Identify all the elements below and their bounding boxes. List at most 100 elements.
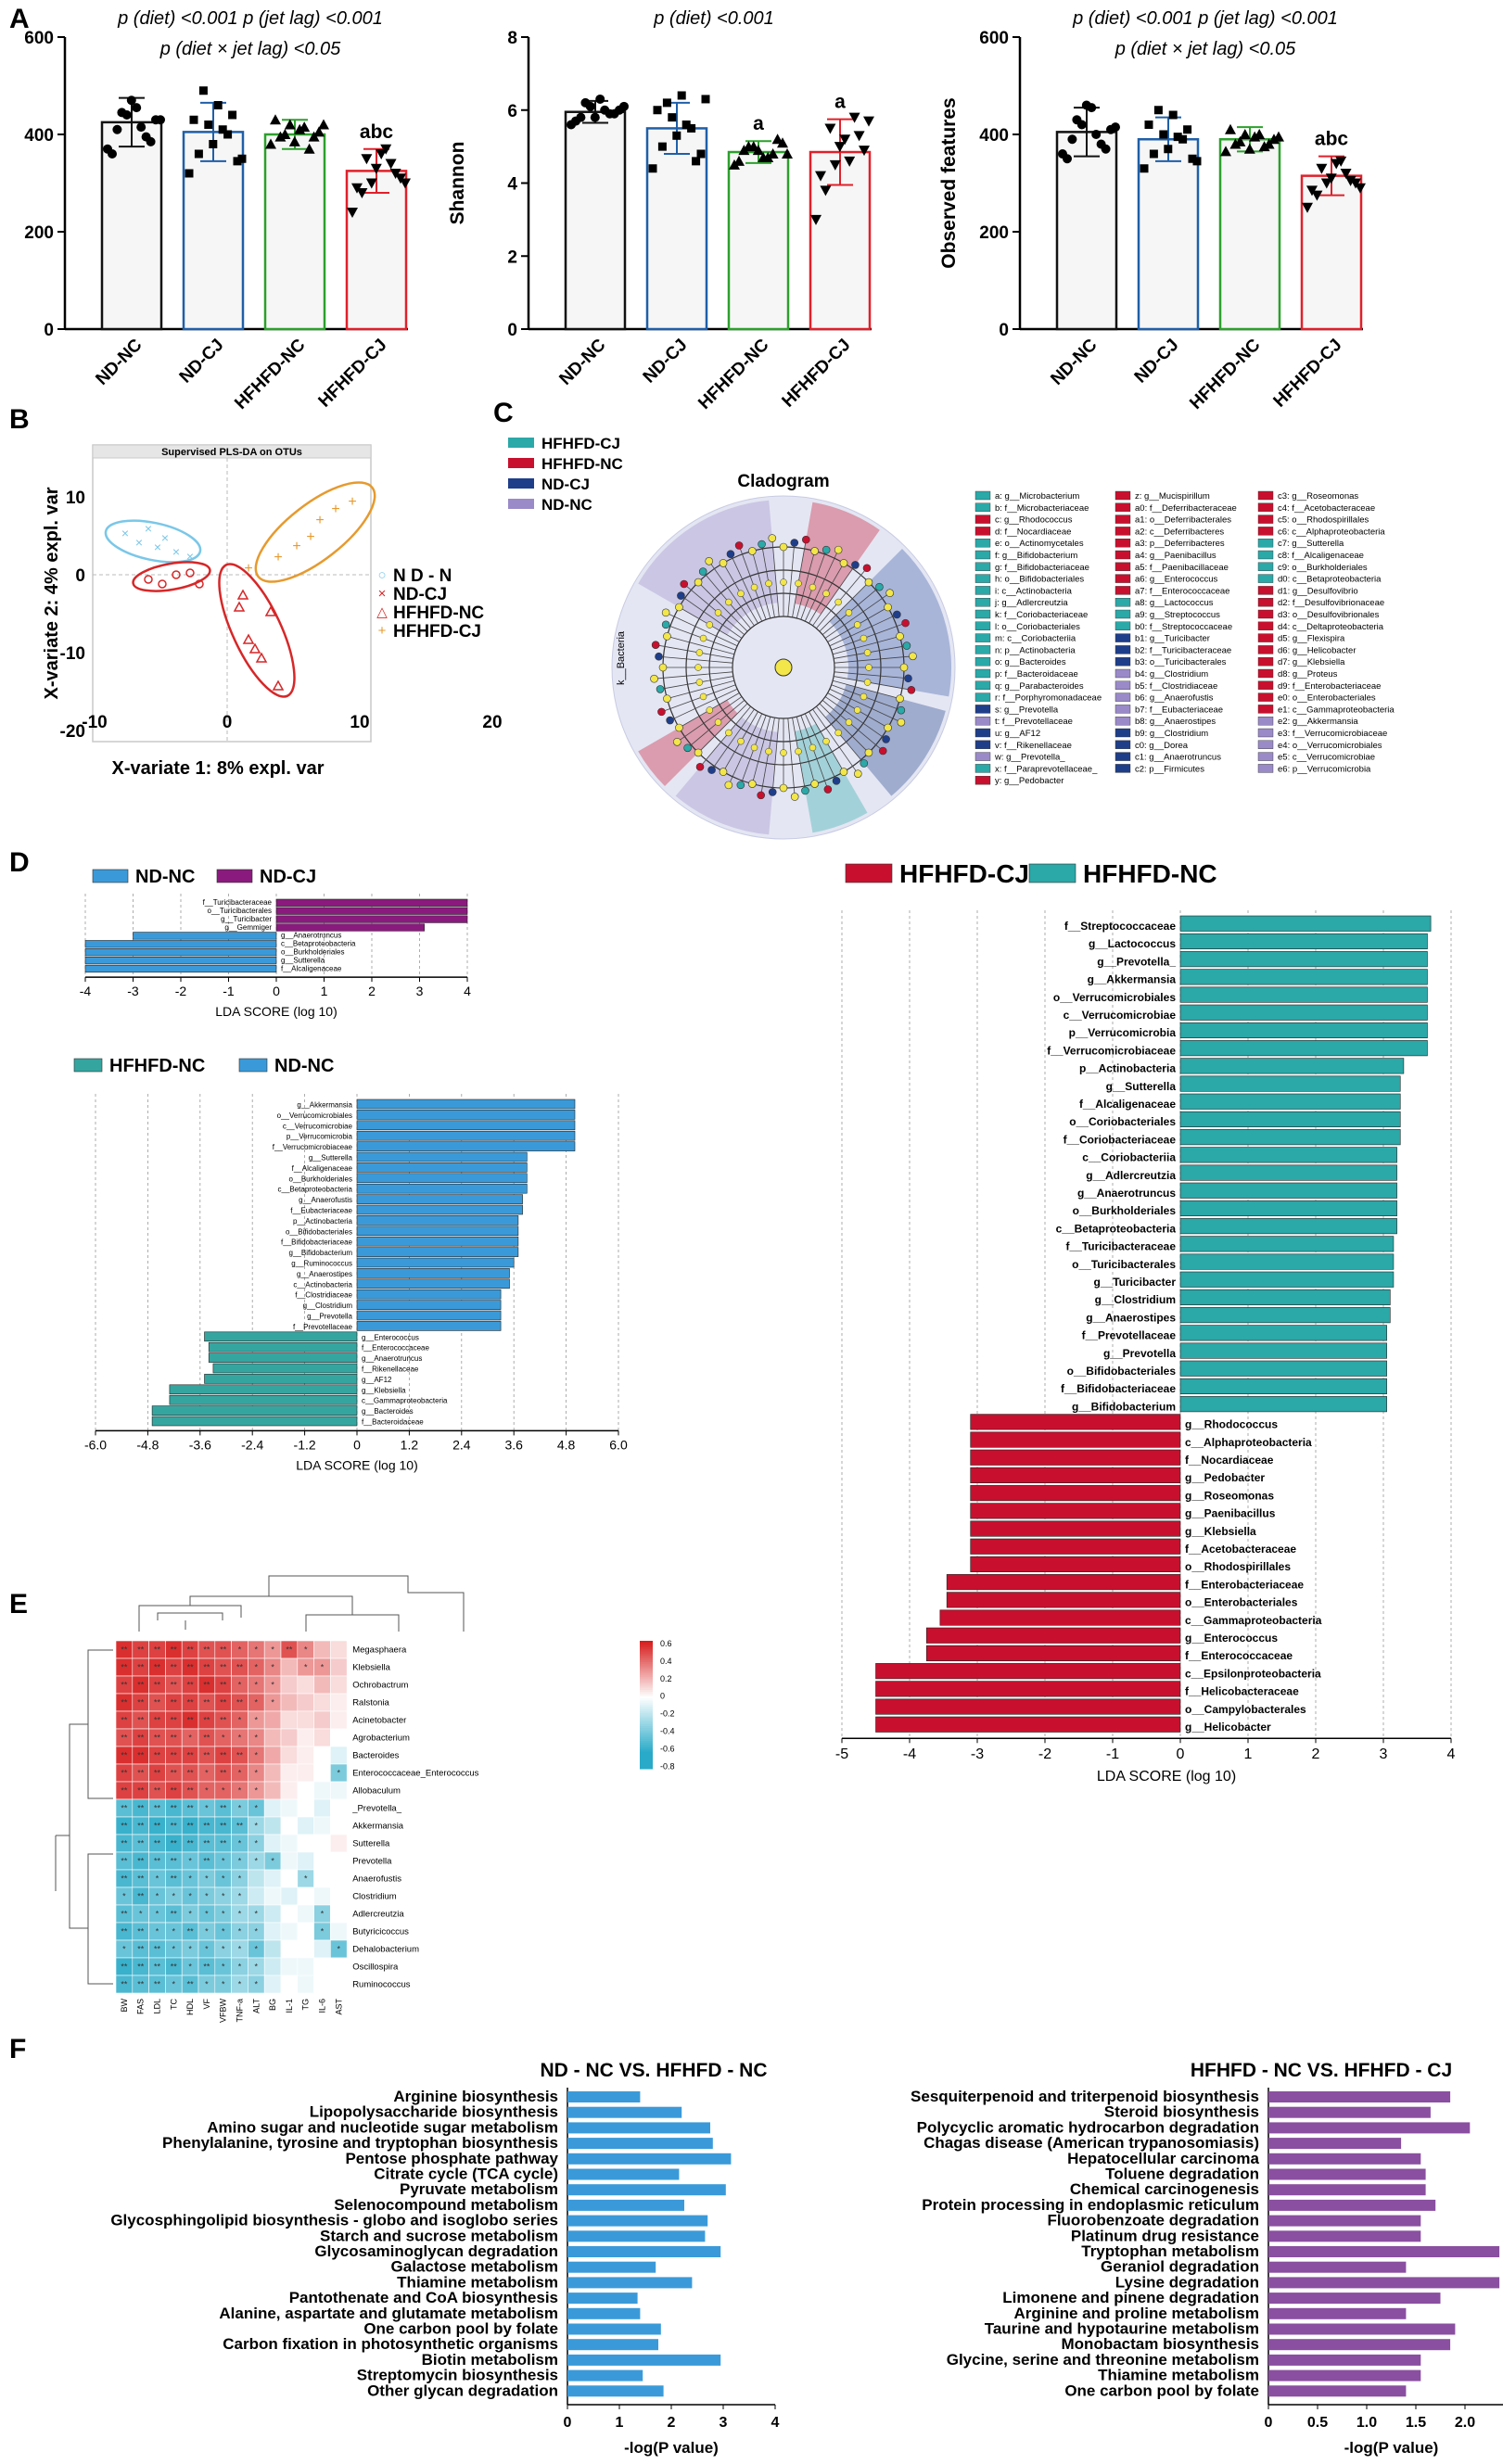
lda-bar <box>1180 934 1427 949</box>
significance-mark: ** <box>171 1734 178 1743</box>
cladogram-node <box>684 744 692 752</box>
plot-title: Supervised PLS-DA on OTUs <box>161 447 302 458</box>
heatmap-cell <box>281 1905 298 1923</box>
lda-taxon-label: g__Sutterella <box>309 1154 353 1162</box>
data-point <box>190 116 198 124</box>
cladogram-title: Cladogram <box>737 472 829 491</box>
significance-letter: abc <box>360 121 394 143</box>
significance-mark: ** <box>220 1681 227 1690</box>
lda-bar <box>971 1432 1180 1448</box>
pathway-bar <box>1268 2230 1420 2242</box>
lda-taxon-label: g__Clostridium <box>1095 1293 1176 1306</box>
cladogram-node <box>883 735 890 743</box>
x-tick-label: 0.5 <box>1307 2415 1328 2431</box>
x-tick-label: -10 <box>82 713 107 732</box>
taxon-swatch <box>1258 503 1273 512</box>
taxon-label: i: c__Actinobacteria <box>995 586 1073 596</box>
x-tick-label: HFHFD-CJ <box>779 336 855 412</box>
significance-mark: * <box>122 1945 126 1954</box>
taxon-label: m: c__Coriobacteriia <box>995 634 1076 644</box>
x-tick-label: HFHFD-NC <box>1186 335 1264 413</box>
significance-letter: abc <box>1315 129 1349 150</box>
data-point <box>1164 145 1172 153</box>
lda-taxon-label: o__Burkholderiales <box>281 948 345 957</box>
significance-mark: ** <box>121 1663 128 1672</box>
pls-point: + <box>306 529 314 545</box>
x-tick-label: -4 <box>903 1746 916 1762</box>
y-axis-label: Chao 1 <box>0 150 5 215</box>
significance-mark: ** <box>121 1980 128 1989</box>
heatmap-cell <box>298 1782 314 1799</box>
taxon-swatch <box>975 575 990 583</box>
significance-mark: * <box>255 1910 259 1919</box>
lda-taxon-label: g__Akkermansia <box>1088 973 1177 986</box>
lda-bar <box>1180 1040 1427 1056</box>
lda-taxon-label: c__Alphaproteobacteria <box>1185 1436 1312 1449</box>
significance-mark: * <box>338 1769 341 1778</box>
cladogram-node <box>863 565 871 572</box>
significance-mark: ** <box>154 1786 161 1796</box>
significance-mark: * <box>238 1962 242 1972</box>
significance-mark: ** <box>236 1698 244 1708</box>
significance-mark: * <box>238 1786 242 1796</box>
significance-mark: * <box>255 1839 259 1848</box>
lda-bar <box>357 1226 518 1236</box>
lda-taxon-label: g__Gemmiger <box>224 923 272 932</box>
significance-mark: * <box>238 1804 242 1813</box>
pathway-bar <box>1268 2293 1441 2304</box>
heatmap-cell <box>281 1694 298 1711</box>
x-axis-label: LDA SCORE (log 10) <box>215 1004 338 1019</box>
data-point <box>219 125 227 133</box>
significance-mark: ** <box>203 1716 210 1725</box>
cladogram-node <box>893 611 900 618</box>
lda-taxon-label: f__Enterococcaceae <box>362 1344 429 1353</box>
bar-HFHFD-NC <box>265 134 325 329</box>
cladogram-node <box>909 653 916 660</box>
data-point <box>697 150 706 159</box>
legend-label: HFHFD-NC <box>393 603 484 623</box>
y-tick-label: 0 <box>999 321 1009 340</box>
data-point <box>672 132 681 140</box>
data-point <box>146 137 156 146</box>
significance-mark: * <box>156 1910 159 1919</box>
taxon-swatch <box>975 551 990 559</box>
taxon-swatch <box>975 610 990 618</box>
lda-taxon-label: g__Turicibacter <box>221 915 272 923</box>
significance-mark: ** <box>121 1698 128 1708</box>
significance-mark: * <box>255 1804 259 1813</box>
significance-mark: ** <box>171 1681 178 1690</box>
taxon-swatch <box>975 539 990 547</box>
x-tick-label: HFHFD-CJ <box>1270 336 1346 412</box>
x-tick-label: 1 <box>616 2415 624 2431</box>
significance-mark: * <box>238 1910 242 1919</box>
cladogram-node <box>865 578 873 586</box>
heatmap-cell <box>298 1817 314 1835</box>
cladogram-node <box>707 707 713 714</box>
lda-bar <box>1180 1307 1390 1323</box>
cladogram-node <box>791 793 798 800</box>
significance-mark: * <box>205 1769 209 1778</box>
significance-mark: ** <box>220 1751 227 1760</box>
lda-taxon-label: f__Streptococcaceae <box>1064 920 1176 933</box>
data-point <box>204 121 212 129</box>
lda-bar <box>357 1152 527 1162</box>
significance-mark: ** <box>220 1698 227 1708</box>
lda-taxon-label: g__Anaerotruncus <box>281 932 341 940</box>
taxon-swatch <box>1115 669 1130 678</box>
pathway-bar <box>1268 2355 1420 2366</box>
taxon-label: a0: f__Deferribacteraceae <box>1135 503 1237 514</box>
lda-hfhfd-cj-vs-hfhfd-nc: HFHFD-CJ HFHFD-NC-5 -4 -3 -2 -1 0 1 2 3 4LDA SCORE… <box>835 859 1456 1784</box>
taxon-label: b9: g__Clostridium <box>1135 729 1208 739</box>
data-point <box>1072 115 1081 124</box>
data-point <box>361 154 372 164</box>
pls-point: × <box>135 535 143 550</box>
taxon-swatch <box>1258 705 1273 713</box>
lda-taxon-label: g__Roseomonas <box>1185 1489 1274 1502</box>
scale-tick-label: 0.4 <box>660 1657 672 1666</box>
legend-label: ND-CJ <box>541 476 590 493</box>
significance-mark: ** <box>137 1945 145 1954</box>
lda-taxon-label: g__Bifidobacterium <box>1072 1400 1176 1413</box>
x-tick-label: -1.2 <box>294 1437 316 1452</box>
significance-mark: ** <box>137 1751 145 1760</box>
cladogram-node <box>885 724 892 731</box>
